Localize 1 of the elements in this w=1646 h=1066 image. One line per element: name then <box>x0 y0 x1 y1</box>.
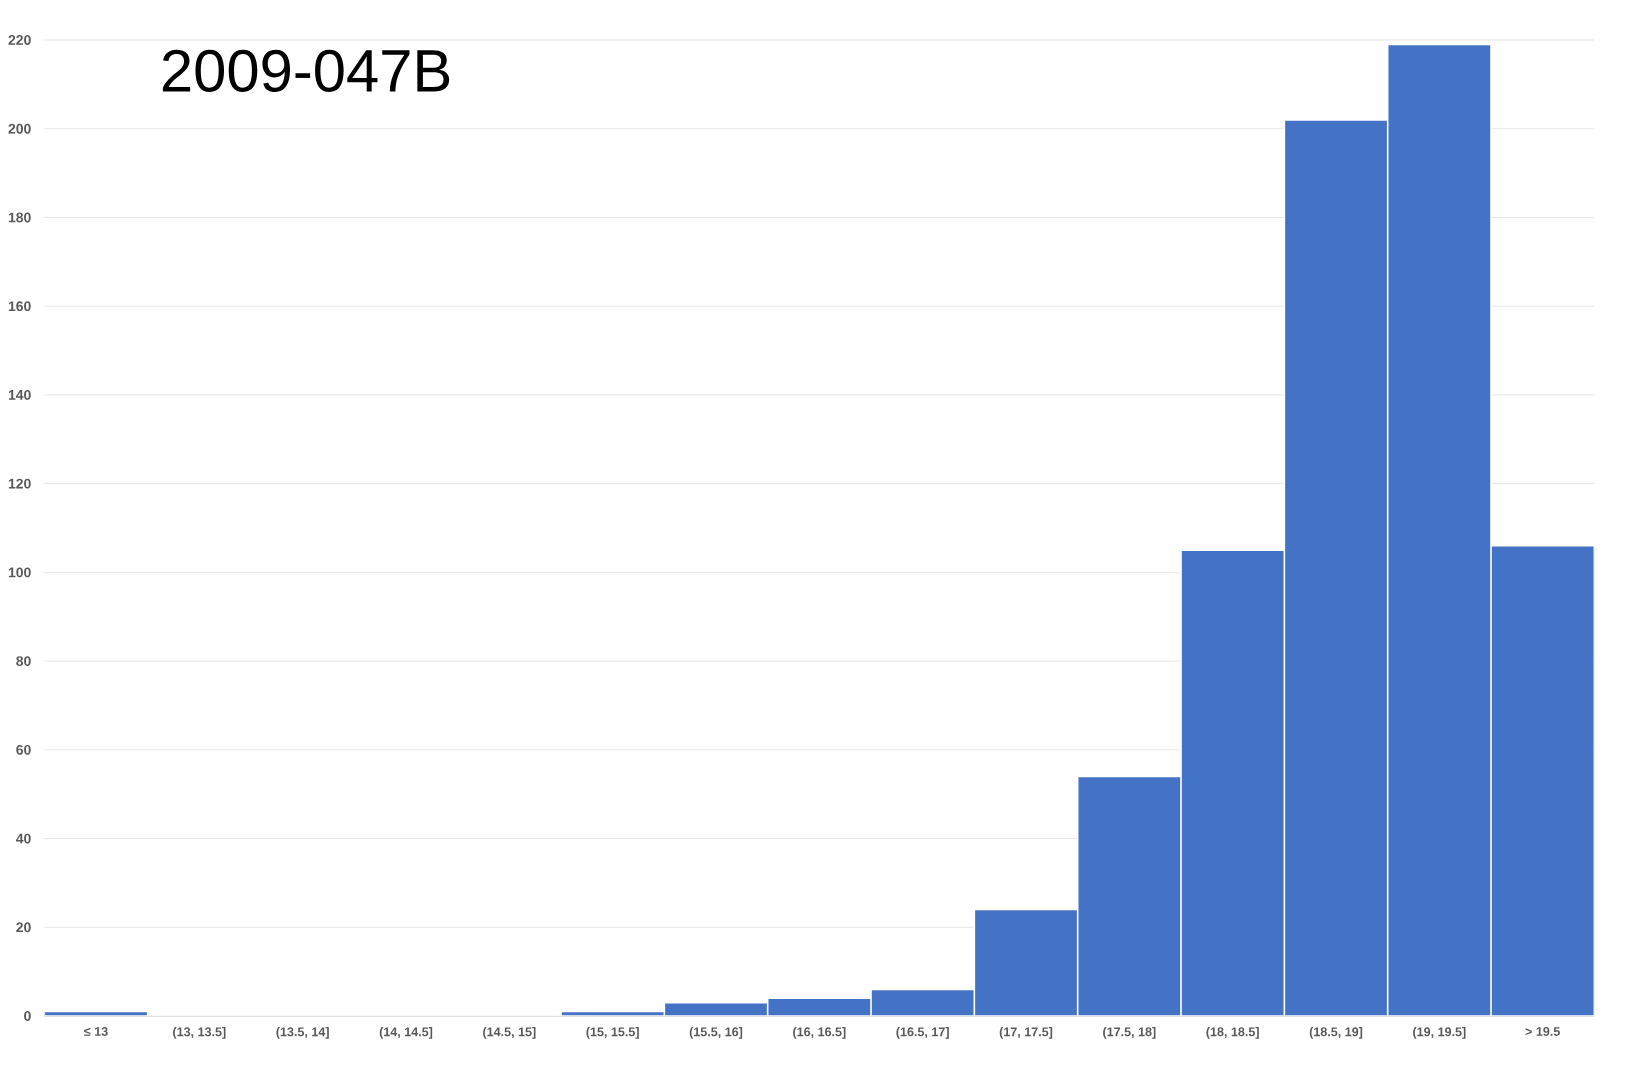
chart-title: 2009-047B <box>162 49 450 93</box>
